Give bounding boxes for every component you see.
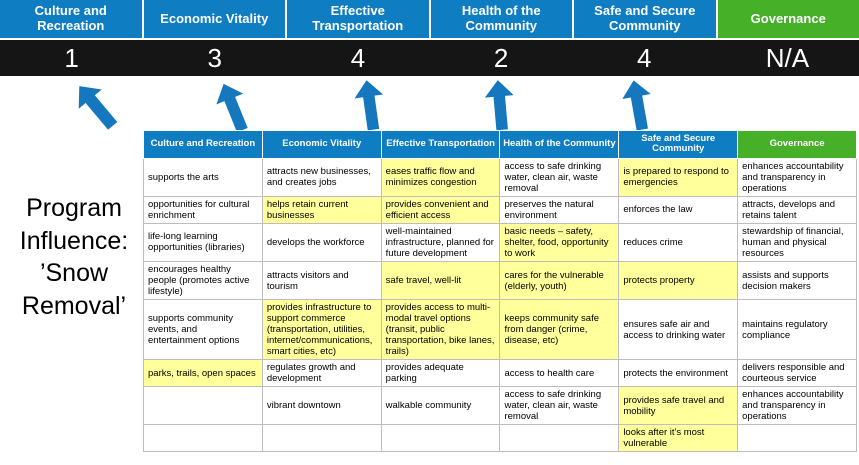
matrix-cell-empty [499,424,620,453]
header-effective-transportation: Effective Transportation [287,0,429,38]
matrix-cell: supports community events, and entertain… [143,299,263,361]
matrix-cell: protects the environment [618,359,739,388]
header-economic-vitality: Economic Vitality [143,0,285,38]
influence-matrix: Culture and Recreation Economic Vitality E… [143,130,857,453]
matrix-cell: attracts, develops and retains talent [737,195,857,224]
matrix-cell: access to health care [499,359,620,388]
matrix-cell: enhances accountability and transparency… [737,157,857,197]
matrix-cell-empty [143,386,263,426]
matrix-cell: attracts new businesses, and creates job… [261,157,382,197]
score-safe-and-secure-community: 4 [637,42,652,73]
matrix-col-header: Governance [737,130,857,159]
matrix-row: supports the arts attracts new businesses… [143,157,857,197]
matrix-cell: vibrant downtown [261,386,382,426]
matrix-row: looks after it's most vulnerable [143,424,857,453]
score-effective-transportation: 4 [350,42,366,73]
matrix-cell: parks, trails, open spaces [143,359,263,388]
matrix-cell: supports the arts [143,157,263,197]
header-health-of-the-community: Health of the Community [430,0,572,38]
score-health-of-the-community: 2 [493,42,509,73]
matrix-cell-empty [737,424,857,453]
matrix-cell: regulates growth and development [261,359,382,388]
matrix-cell: provides infrastructure to support comme… [261,299,382,361]
matrix-body: supports the arts attracts new businesses… [143,157,857,453]
matrix-col-header: Health of the Community [499,130,620,159]
matrix-row: opportunities for cultural enrichment hel… [143,195,857,224]
matrix-cell: basic needs – safety, shelter, food, opp… [499,222,620,263]
matrix-cell: enhances accountability and transparency… [737,386,857,426]
influence-arrow-icon [622,80,651,131]
matrix-row: vibrant downtown walkable community access… [143,386,857,426]
summary-header-row: Culture and Recreation Economic Vitality… [0,0,859,38]
score-governance: N/A [765,42,810,73]
matrix-cell: access to safe drinking water, clean air… [499,157,620,197]
matrix-cell: enforces the law [618,195,739,224]
matrix-row: encourages healthy people (promotes acti… [143,260,857,301]
matrix-cell: opportunities for cultural enrichment [143,195,263,224]
matrix-cell: provides safe travel and mobility [618,386,739,426]
matrix-cell: assists and supports decision makers [737,260,857,301]
matrix-cell: protects property [618,260,739,301]
matrix-cell: walkable community [380,386,501,426]
matrix-cell: is prepared to respond to emergencies [618,157,739,197]
matrix-cell: helps retain current businesses [261,195,382,224]
matrix-cell: maintains regulatory compliance [737,299,857,361]
matrix-cell: keeps community safe from danger (crime,… [499,299,620,361]
header-governance: Governance [717,0,859,38]
matrix-cell-empty [143,424,263,453]
matrix-col-header: Effective Transportation [380,130,501,159]
matrix-cell: encourages healthy people (promotes acti… [143,260,263,301]
matrix-cell: stewardship of financial, human and phys… [737,222,857,263]
score-economic-vitality: 3 [207,42,222,73]
matrix-cell: eases traffic flow and minimizes congest… [380,157,501,197]
influence-arrow-icon [484,80,514,131]
matrix-cell: cares for the vulnerable (elderly, youth… [499,260,620,301]
matrix-cell: delivers responsible and courteous servi… [737,359,857,388]
header-safe-and-secure-community: Safe and Secure Community [574,0,716,38]
matrix-cell: safe travel, well-lit [380,260,501,301]
matrix-cell-empty [261,424,382,453]
score-culture-and-recreation: 1 [64,42,79,73]
program-title: Program Influence: ’Snow Removal’ [19,194,129,320]
matrix-cell: attracts visitors and tourism [261,260,382,301]
matrix-row: supports community events, and entertain… [143,299,857,361]
matrix-col-header: Safe and Secure Community [618,130,739,159]
matrix-cell: life-long learning opportunities (librar… [143,222,263,263]
summary-score-row: 1 3 4 2 4 N/A [0,40,859,76]
matrix-cell: preserves the natural environment [499,195,620,224]
matrix-col-header: Culture and Recreation [143,130,263,159]
influence-arrow-icon [78,86,118,130]
matrix-cell-empty [380,424,501,453]
matrix-row: life-long learning opportunities (librar… [143,222,857,263]
matrix-cell: reduces crime [618,222,739,263]
matrix-cell: well-maintained infrastructure, planned … [380,222,501,263]
matrix-col-header: Economic Vitality [261,130,382,159]
matrix-cell: looks after it's most vulnerable [618,424,739,453]
matrix-cell: provides access to multi-modal travel op… [380,299,501,361]
matrix-cell: develops the workforce [261,222,382,263]
matrix-cell: ensures safe air and access to drinking … [618,299,739,361]
matrix-cell: provides adequate parking [380,359,501,388]
header-culture-and-recreation: Culture and Recreation [0,0,142,38]
matrix-cell: access to safe drinking water, clean air… [499,386,620,426]
matrix-header-row: Culture and Recreation Economic Vitality E… [143,130,857,159]
matrix-row: parks, trails, open spaces regulates grow… [143,359,857,388]
matrix-cell: provides convenient and efficient access [380,195,501,224]
influence-arrow-icon [354,80,384,131]
influence-arrow-icon [216,83,248,133]
